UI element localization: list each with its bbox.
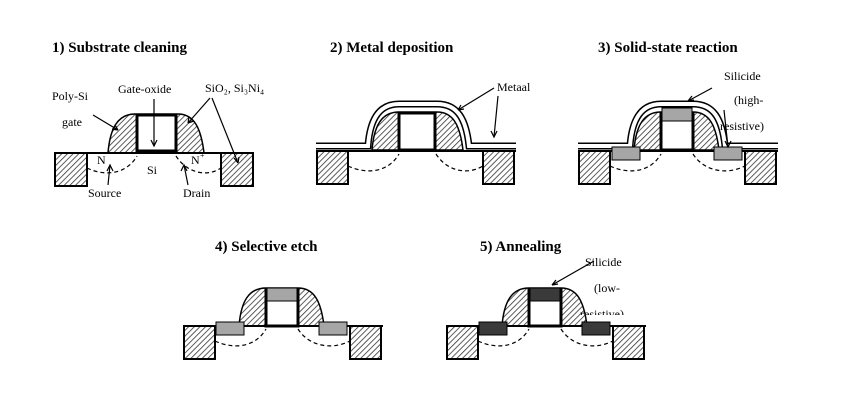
source-junction: [609, 153, 662, 172]
isolation-left: [578, 150, 611, 185]
silicide-label-line-1: Silicide: [585, 255, 622, 269]
drain-junction: [297, 328, 351, 347]
step-1-title: 1) Substrate cleaning: [52, 40, 188, 56]
panel-metal-deposition: 2) Metal deposition Metaal: [316, 40, 531, 185]
isolation-left: [316, 150, 349, 185]
drain-junction: [435, 153, 484, 172]
step-4-title: 4) Selective etch: [215, 239, 318, 255]
spacer-material-label: SiO₂, Si₃Ni₄: [205, 81, 264, 95]
panel-3-arrows: [687, 87, 732, 149]
poly-si-label: Poly-Si: [52, 89, 89, 103]
si-label: Si: [147, 163, 158, 177]
gate-silicide-low-resistive: [529, 287, 561, 302]
poly-si-gate: [135, 113, 178, 153]
drain-junction: [692, 153, 746, 172]
source-junction: [86, 155, 138, 174]
isolation-left: [446, 325, 479, 360]
silicide-label-line-1: Silicide: [724, 69, 761, 83]
isolation-right: [349, 325, 382, 360]
panel-5-arrows: [551, 260, 595, 286]
silicide-label-line-2: (low-: [594, 281, 620, 295]
source-junction: [347, 153, 400, 172]
silicide-label-line-2: (high-: [734, 93, 763, 107]
panel-annealing: 5) Annealing Silicide (low- resistive): [446, 239, 646, 360]
panel-solid-state-reaction: 3) Solid-state reaction Silicide (high- …: [578, 40, 778, 185]
gate-oxide-label: Gate-oxide: [118, 82, 171, 96]
source-silicide-high-resistive: [611, 146, 641, 161]
n-right-superscript: +: [200, 151, 205, 160]
n-left-label: N: [97, 153, 106, 167]
isolation-right: [744, 150, 777, 185]
annealing-silicide-label: Silicide (low- resistive): [580, 255, 624, 321]
metal-layer-inner: [578, 102, 778, 148]
panel-2-arrows: [457, 87, 499, 139]
isolation-left: [183, 325, 216, 360]
panel-selective-etch: 4) Selective etch: [183, 239, 383, 360]
gate-label: gate: [62, 115, 82, 129]
source-silicide-high-resistive: [215, 321, 245, 336]
drain-silicide-low-resistive: [581, 321, 611, 336]
source-silicide-low-resistive: [478, 321, 508, 336]
drain-silicide-high-resistive: [713, 146, 743, 161]
silicide-label-line-3: resistive): [720, 119, 764, 133]
drain-label: Drain: [183, 186, 210, 200]
source-label: Source: [88, 186, 121, 200]
isolation-right: [612, 325, 645, 360]
source-junction: [214, 328, 267, 347]
poly-si-gate: [397, 111, 437, 152]
isolation-right: [220, 152, 254, 187]
metal-layer-inner: [316, 102, 516, 148]
drain-junction: [560, 328, 614, 347]
drain-silicide-high-resistive: [318, 321, 348, 336]
silicide-label-line-3: resistive): [580, 307, 624, 321]
gate-silicide-high-resistive: [661, 107, 693, 122]
step-5-title: 5) Annealing: [480, 239, 562, 255]
isolation-right: [482, 150, 515, 185]
source-junction: [477, 328, 530, 347]
isolation-left: [54, 152, 88, 187]
panel-1-arrows: [92, 97, 240, 186]
gate-silicide-high-resistive: [266, 287, 298, 302]
step-3-title: 3) Solid-state reaction: [598, 40, 738, 56]
step-2-title: 2) Metal deposition: [330, 40, 454, 56]
n-right-label: N: [191, 153, 200, 167]
panel-substrate-cleaning: 1) Substrate cleaning Poly-Si gate Gate-…: [52, 40, 264, 200]
metal-label: Metaal: [497, 80, 531, 94]
